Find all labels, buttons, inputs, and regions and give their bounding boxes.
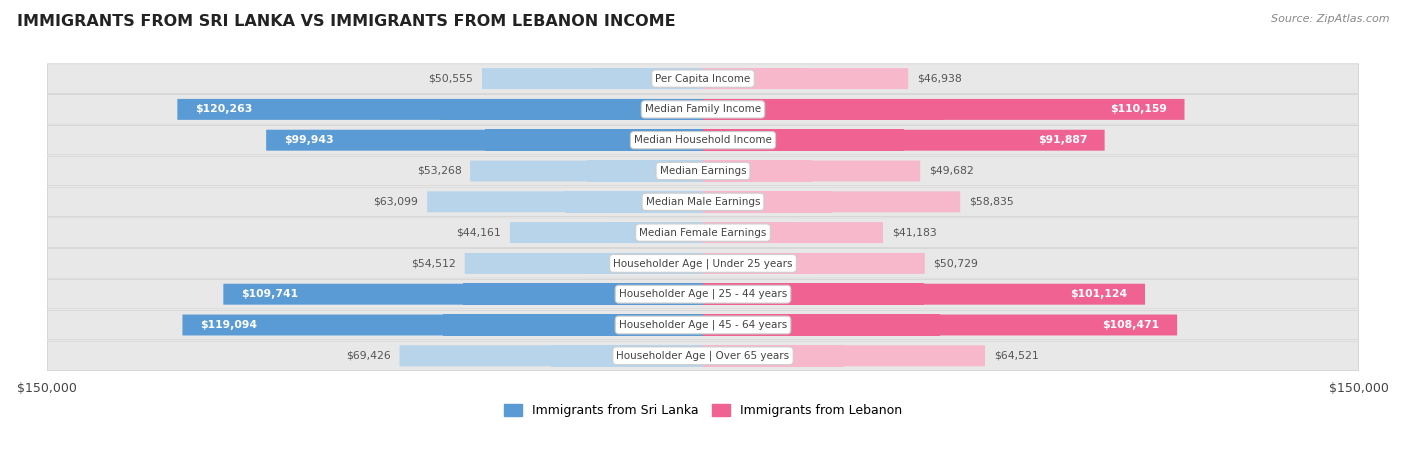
FancyBboxPatch shape: [703, 99, 1184, 120]
Text: $53,268: $53,268: [416, 166, 461, 176]
Text: $119,094: $119,094: [200, 320, 257, 330]
Text: $44,161: $44,161: [457, 227, 501, 238]
FancyBboxPatch shape: [266, 130, 703, 151]
Bar: [703, 68, 806, 89]
FancyBboxPatch shape: [703, 191, 960, 212]
Text: $50,729: $50,729: [934, 258, 979, 269]
Bar: [703, 99, 943, 120]
Text: Per Capita Income: Per Capita Income: [655, 74, 751, 84]
Bar: [703, 345, 844, 367]
FancyBboxPatch shape: [48, 218, 1358, 248]
Bar: [443, 314, 707, 336]
FancyBboxPatch shape: [703, 130, 1105, 151]
FancyBboxPatch shape: [48, 126, 1358, 155]
FancyBboxPatch shape: [510, 222, 703, 243]
FancyBboxPatch shape: [703, 161, 920, 182]
Text: Householder Age | Over 65 years: Householder Age | Over 65 years: [616, 351, 790, 361]
FancyBboxPatch shape: [470, 161, 703, 182]
Text: $49,682: $49,682: [929, 166, 973, 176]
Text: Householder Age | Under 25 years: Householder Age | Under 25 years: [613, 258, 793, 269]
Text: Householder Age | 25 - 44 years: Householder Age | 25 - 44 years: [619, 289, 787, 299]
Text: IMMIGRANTS FROM SRI LANKA VS IMMIGRANTS FROM LEBANON INCOME: IMMIGRANTS FROM SRI LANKA VS IMMIGRANTS …: [17, 14, 675, 29]
FancyBboxPatch shape: [465, 253, 703, 274]
Text: $69,426: $69,426: [346, 351, 391, 361]
Text: $54,512: $54,512: [411, 258, 456, 269]
Text: $109,741: $109,741: [240, 289, 298, 299]
FancyBboxPatch shape: [703, 284, 1144, 304]
Bar: [703, 253, 814, 274]
FancyBboxPatch shape: [399, 345, 703, 366]
Text: $58,835: $58,835: [969, 197, 1014, 207]
FancyBboxPatch shape: [48, 310, 1358, 340]
FancyBboxPatch shape: [427, 191, 703, 212]
FancyBboxPatch shape: [48, 341, 1358, 371]
Text: Median Household Income: Median Household Income: [634, 135, 772, 145]
Bar: [463, 283, 707, 305]
Text: $110,159: $110,159: [1111, 105, 1167, 114]
FancyBboxPatch shape: [48, 64, 1358, 93]
Text: $63,099: $63,099: [374, 197, 419, 207]
Text: Householder Age | 45 - 64 years: Householder Age | 45 - 64 years: [619, 320, 787, 330]
Bar: [551, 345, 707, 367]
Text: $99,943: $99,943: [284, 135, 333, 145]
FancyBboxPatch shape: [183, 315, 703, 335]
Text: $46,938: $46,938: [917, 74, 962, 84]
Bar: [586, 160, 707, 182]
FancyBboxPatch shape: [482, 68, 703, 89]
FancyBboxPatch shape: [703, 222, 883, 243]
FancyBboxPatch shape: [703, 253, 925, 274]
Text: $50,555: $50,555: [429, 74, 474, 84]
FancyBboxPatch shape: [224, 284, 703, 304]
Text: Median Earnings: Median Earnings: [659, 166, 747, 176]
FancyBboxPatch shape: [48, 248, 1358, 278]
Text: $91,887: $91,887: [1038, 135, 1087, 145]
Bar: [703, 129, 904, 151]
FancyBboxPatch shape: [48, 95, 1358, 124]
Bar: [583, 253, 707, 274]
Bar: [592, 68, 707, 89]
FancyBboxPatch shape: [48, 156, 1358, 186]
FancyBboxPatch shape: [48, 187, 1358, 217]
FancyBboxPatch shape: [48, 279, 1358, 309]
Bar: [703, 160, 811, 182]
Bar: [703, 191, 831, 212]
Bar: [606, 222, 707, 243]
Text: $64,521: $64,521: [994, 351, 1039, 361]
Text: $108,471: $108,471: [1102, 320, 1160, 330]
FancyBboxPatch shape: [703, 315, 1177, 335]
FancyBboxPatch shape: [177, 99, 703, 120]
Text: $101,124: $101,124: [1070, 289, 1128, 299]
Text: $41,183: $41,183: [891, 227, 936, 238]
Text: Source: ZipAtlas.com: Source: ZipAtlas.com: [1271, 14, 1389, 24]
Text: Median Female Earnings: Median Female Earnings: [640, 227, 766, 238]
Bar: [485, 129, 707, 151]
Bar: [565, 191, 707, 212]
Text: Median Family Income: Median Family Income: [645, 105, 761, 114]
Bar: [440, 99, 707, 120]
Text: $120,263: $120,263: [195, 105, 252, 114]
FancyBboxPatch shape: [703, 345, 986, 366]
FancyBboxPatch shape: [703, 68, 908, 89]
Legend: Immigrants from Sri Lanka, Immigrants from Lebanon: Immigrants from Sri Lanka, Immigrants fr…: [499, 399, 907, 422]
Bar: [703, 283, 924, 305]
Text: Median Male Earnings: Median Male Earnings: [645, 197, 761, 207]
Bar: [703, 314, 941, 336]
Bar: [703, 222, 793, 243]
